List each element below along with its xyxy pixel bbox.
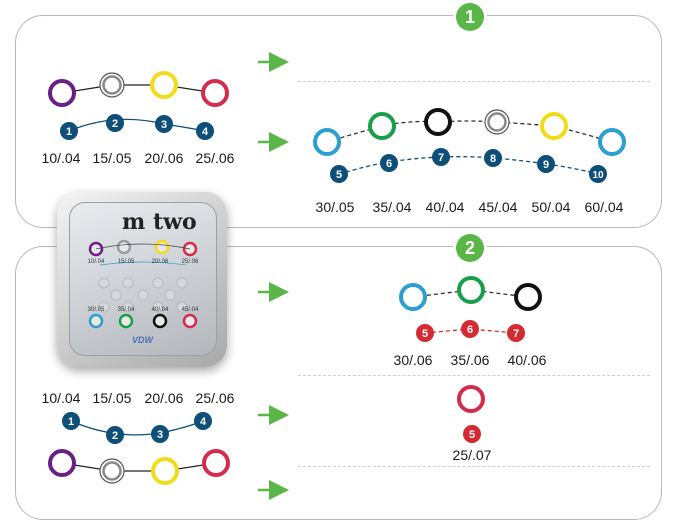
s2-option-a-number-dots <box>416 320 525 342</box>
ring-purple-icon <box>48 79 76 107</box>
slot-label-2: 15/.05 <box>117 259 135 265</box>
section-1-panel <box>15 15 662 228</box>
ring-green-icon <box>368 112 396 140</box>
s1-right-number-5: 5 <box>336 169 342 181</box>
s1-right-size-6: 60/.04 <box>584 199 624 215</box>
s2-left-size-4: 25/.06 <box>195 390 235 406</box>
s1-right-number-8: 8 <box>490 153 496 165</box>
section-1-separator <box>298 81 650 82</box>
s1-left-number-4: 4 <box>202 126 209 138</box>
ring-white-inner-3 <box>102 461 122 481</box>
s1-right-size-4: 45/.04 <box>478 199 518 215</box>
s2-option-a-number-5: 5 <box>422 328 428 340</box>
s2-option-b-number: 5 <box>469 429 475 441</box>
ring-purple-icon-2 <box>48 449 76 477</box>
ring-green-icon-2 <box>457 276 485 304</box>
s1-left-size-1: 10/.04 <box>41 150 81 166</box>
ring-black-icon-2 <box>514 283 542 311</box>
s2-left-size-2: 15/.05 <box>92 390 132 406</box>
s1-right-number-7: 7 <box>438 152 444 164</box>
ring-blue-icon-2 <box>598 128 626 156</box>
tray-slots-graphic <box>88 239 198 329</box>
s1-left-number-connector <box>68 118 206 132</box>
section-2-separator-2 <box>298 466 650 467</box>
ring-yellow-icon-2 <box>540 112 568 140</box>
s1-left-number-2: 2 <box>112 118 118 130</box>
slot-label-4: 25/.06 <box>181 259 199 265</box>
s1-right-number-9: 9 <box>543 159 549 171</box>
s2-option-a-number-7: 7 <box>513 328 519 340</box>
s1-right-number-connector <box>338 156 599 175</box>
s1-left-ring-connector <box>61 84 216 94</box>
s2-option-b-size: 25/.07 <box>452 447 492 463</box>
slot-label-3: 20/.06 <box>151 259 169 265</box>
ring-yellow-icon <box>150 71 178 99</box>
file-organizer-box: m two VDW 10/.04 15/.05 20/.06 25/.06 <box>57 192 227 367</box>
ring-white-inner <box>102 75 122 95</box>
s1-right-number-6: 6 <box>386 158 392 170</box>
s1-right-size-5: 50/.04 <box>531 199 571 215</box>
s2-option-a-number-6: 6 <box>467 324 473 336</box>
s1-right-size-3: 40/.04 <box>425 199 465 215</box>
s2-left-number-dots <box>62 412 212 444</box>
s2-option-b-number-dot <box>463 425 481 443</box>
s2-left-number-3: 3 <box>157 429 163 441</box>
s2-left-number-1: 1 <box>68 416 74 428</box>
slot-label-5: 30/.05 <box>87 307 105 313</box>
file-organizer-tray: m two VDW 10/.04 15/.05 20/.06 25/.06 <box>69 202 217 356</box>
s2-left-size-1: 10/.04 <box>41 390 81 406</box>
s1-right-size-2: 35/.04 <box>372 199 412 215</box>
s1-left-number-dots <box>60 114 214 140</box>
section-2-badge: 2 <box>456 234 484 262</box>
s1-right-number-dots <box>330 148 607 183</box>
device-logo: m two <box>122 209 197 235</box>
s2-option-a-size-1: 30/.06 <box>393 352 433 368</box>
s1-right-size-1: 30/.05 <box>315 199 355 215</box>
s1-left-size-2: 15/.05 <box>92 150 132 166</box>
s1-right-number-10: 10 <box>592 170 604 181</box>
section-1-badge: 1 <box>456 3 484 31</box>
ring-blue-icon <box>313 128 341 156</box>
slot-label-1: 10/.04 <box>87 259 105 265</box>
s2-left-ring-connector <box>61 462 217 472</box>
ring-red-icon-3 <box>202 449 230 477</box>
s1-left-number-3: 3 <box>161 119 167 131</box>
s2-left-number-connector <box>70 420 204 436</box>
ring-yellow-icon-3 <box>151 457 179 485</box>
s1-left-size-3: 20/.06 <box>144 150 184 166</box>
s2-left-number-2: 2 <box>112 430 118 442</box>
device-brand: VDW <box>132 335 153 345</box>
ring-red-icon-2 <box>457 385 485 413</box>
s2-option-a-size-2: 35/.06 <box>450 352 490 368</box>
section-2-separator-1 <box>298 375 650 376</box>
s1-left-number-1: 1 <box>66 126 72 138</box>
ring-blue-icon-3 <box>399 283 427 311</box>
s1-left-size-4: 25/.06 <box>195 150 235 166</box>
s2-left-number-4: 4 <box>200 416 207 428</box>
slot-label-8: 45/.04 <box>181 307 199 313</box>
ring-black-icon <box>424 108 452 136</box>
section-2-panel <box>15 246 662 520</box>
ring-white-inner-2 <box>487 112 507 132</box>
ring-red-icon <box>201 79 229 107</box>
slot-label-6: 35/.04 <box>117 307 135 313</box>
s2-left-size-3: 20/.06 <box>144 390 184 406</box>
s2-option-a-size-3: 40/.06 <box>507 352 547 368</box>
slot-label-7: 40/.04 <box>151 307 169 313</box>
